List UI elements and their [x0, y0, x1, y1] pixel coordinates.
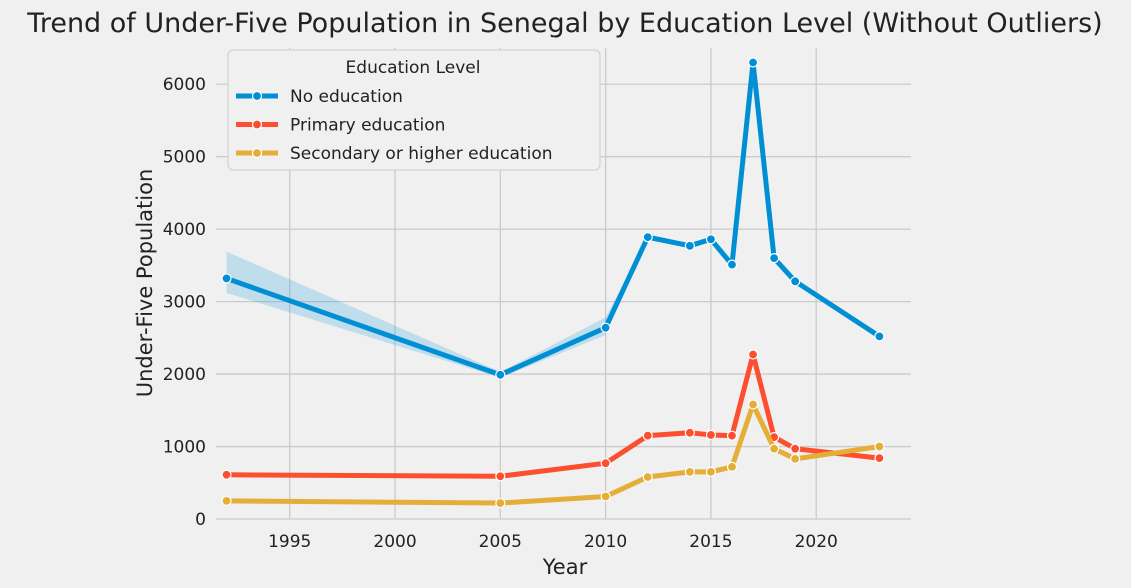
x-tick-label: 2000 [373, 532, 416, 552]
y-tick-label: 6000 [163, 75, 206, 95]
axis-ticks: 1995 2000 2005 2010 2015 2020 0 1000 2000 3000 400… [163, 75, 838, 552]
primary-education-point [600, 458, 611, 469]
primary-education-point [684, 427, 695, 438]
legend-label: Secondary or higher education [290, 144, 553, 164]
secondary-or-higher-education-point [705, 466, 717, 477]
legend-item-secondary-or-higher-education: Secondary or higher education [236, 144, 553, 164]
secondary-or-higher-education-point [726, 461, 738, 472]
y-tick-label: 0 [195, 510, 206, 530]
y-tick-label: 1000 [163, 438, 206, 458]
secondary-or-higher-education-point [747, 399, 759, 410]
y-axis-label: Under-Five Population [133, 169, 157, 398]
legend-swatch-marker [251, 90, 263, 102]
no-education-point [769, 253, 780, 264]
secondary-or-higher-education-point [790, 453, 801, 464]
secondary-or-higher-education-point [221, 495, 232, 506]
x-tick-label: 1995 [268, 532, 311, 552]
no-education-point [221, 273, 232, 284]
legend-title: Education Level [346, 58, 481, 78]
no-education-point [747, 57, 759, 68]
secondary-or-higher-education-point [495, 497, 506, 509]
primary-education-point [790, 443, 801, 454]
y-tick-label: 2000 [163, 365, 206, 385]
primary-education-point [747, 349, 759, 360]
secondary-or-higher-education-line [224, 402, 882, 506]
x-axis-label: Year [542, 555, 588, 579]
no-education-point [874, 331, 885, 342]
y-tick-label: 4000 [163, 220, 206, 240]
secondary-or-higher-education-point [684, 466, 695, 477]
no-education-point [790, 276, 801, 287]
x-tick-label: 2020 [795, 532, 838, 552]
x-tick-label: 2010 [584, 532, 627, 552]
secondary-or-higher-education-point [769, 443, 780, 454]
primary-education-point [705, 429, 717, 441]
primary-education-line [224, 352, 882, 479]
primary-education-point [874, 453, 885, 464]
primary-education-point [642, 430, 653, 441]
legend-swatch-marker [251, 147, 263, 159]
legend-item-no-education: No education [236, 87, 403, 107]
no-education-point [642, 232, 653, 243]
legend-swatch-marker [251, 119, 263, 130]
no-education-point [495, 369, 506, 380]
no-education-point [705, 234, 717, 245]
secondary-or-higher-education-point [874, 441, 885, 452]
legend-box [227, 49, 601, 171]
primary-education-point [495, 471, 506, 482]
no-education-point [684, 240, 695, 251]
no-education-point [600, 322, 611, 333]
legend-label: Primary education [290, 116, 445, 136]
y-tick-label: 5000 [163, 148, 206, 168]
x-tick-label: 2015 [689, 532, 732, 552]
y-tick-label: 3000 [163, 293, 206, 313]
secondary-or-higher-education-point [600, 491, 611, 502]
chart-title: Trend of Under-Five Population in Senega… [26, 8, 1102, 39]
legend-item-primary-education: Primary education [236, 116, 445, 136]
no-education-point [726, 259, 738, 270]
secondary-or-higher-education-point [642, 471, 653, 483]
legend-label: No education [290, 87, 403, 107]
primary-education-point [221, 469, 232, 480]
x-tick-label: 2005 [479, 532, 522, 552]
series-lines [221, 57, 885, 509]
primary-education-point [726, 430, 738, 441]
legend: Education Level No education Primary educ… [227, 49, 601, 171]
